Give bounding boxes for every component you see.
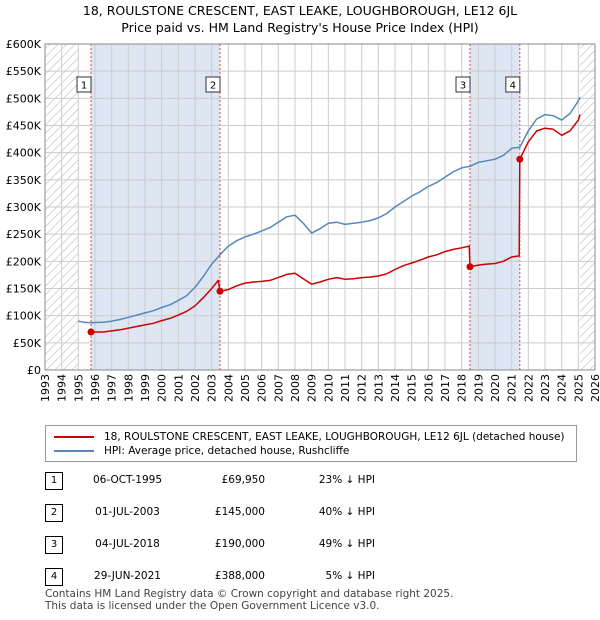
x-tick-label: 2015: [406, 374, 419, 402]
x-tick-label: 2007: [272, 374, 285, 402]
x-tick-label: 2025: [572, 374, 585, 402]
sale-point: [466, 263, 474, 271]
footer-credits: Contains HM Land Registry data © Crown c…: [45, 588, 585, 612]
sale-point: [516, 155, 524, 163]
sale-number-badge: 3: [45, 536, 63, 554]
legend: 18, ROULSTONE CRESCENT, EAST LEAKE, LOUG…: [45, 425, 577, 462]
y-tick-label: £600K: [6, 38, 42, 51]
x-tick-label: 2002: [189, 374, 202, 402]
y-tick-label: £500K: [6, 92, 42, 105]
sale-hpi-diff: 40% ↓ HPI: [318, 506, 375, 518]
x-tick-label: 2013: [372, 374, 385, 402]
x-tick-label: 2004: [222, 374, 235, 402]
sale-number-badge: 2: [45, 504, 63, 522]
legend-swatch-hpi: [54, 450, 94, 452]
sale-row: 3 04-JUL-2018 £190,000 49% ↓ HPI: [45, 536, 465, 554]
x-tick-label: 2019: [472, 374, 485, 402]
sale-price: £145,000: [214, 506, 265, 518]
y-tick-label: £0: [27, 364, 41, 377]
x-tick-label: 1996: [89, 374, 102, 402]
sale-price: £190,000: [214, 538, 265, 550]
property-price-line: [91, 114, 581, 333]
legend-item-hpi: HPI: Average price, detached house, Rush…: [54, 444, 349, 458]
sale-date: 04-JUL-2018: [95, 538, 160, 550]
sale-hpi-diff: 49% ↓ HPI: [318, 538, 375, 550]
x-tick-label: 2024: [556, 374, 569, 402]
sale-price: £388,000: [214, 570, 265, 582]
y-tick-label: £350K: [6, 174, 42, 187]
legend-item-property: 18, ROULSTONE CRESCENT, EAST LEAKE, LOUG…: [54, 430, 565, 444]
plot-border: [44, 43, 596, 371]
sale-row: 2 01-JUL-2003 £145,000 40% ↓ HPI: [45, 504, 465, 522]
sale-marker-label: 1: [81, 81, 87, 92]
x-tick-label: 1994: [56, 374, 69, 402]
sale-row: 4 29-JUN-2021 £388,000 5% ↓ HPI: [45, 568, 465, 586]
sale-number-badge: 4: [45, 568, 63, 586]
x-tick-label: 2021: [506, 374, 519, 402]
x-tick-label: 2000: [156, 374, 169, 402]
title-line-2: Price paid vs. HM Land Registry's House …: [121, 20, 479, 35]
title-line-1: 18, ROULSTONE CRESCENT, EAST LEAKE, LOUG…: [82, 3, 518, 18]
sale-marker-box: [505, 76, 521, 93]
x-tick-label: 2006: [256, 374, 269, 402]
legend-swatch-property: [54, 436, 94, 438]
sale-marker-label: 3: [460, 81, 466, 92]
sale-point: [216, 287, 224, 295]
y-tick-label: £250K: [6, 228, 42, 241]
footer-line-2: This data is licensed under the Open Gov…: [45, 600, 380, 612]
x-tick-label: 2018: [456, 374, 469, 402]
x-tick-label: 2008: [289, 374, 302, 402]
sale-marker-box: [76, 76, 92, 93]
x-tick-label: 2023: [539, 374, 552, 402]
sale-hpi-diff: 23% ↓ HPI: [318, 474, 375, 486]
hpi-line: [78, 96, 581, 324]
y-tick-label: £300K: [6, 201, 42, 214]
x-tick-label: 2001: [172, 374, 185, 402]
y-tick-label: £50K: [13, 337, 42, 350]
sale-date: 06-OCT-1995: [93, 474, 162, 486]
x-tick-label: 2020: [489, 374, 502, 402]
y-tick-label: £400K: [6, 147, 42, 160]
legend-label-hpi: HPI: Average price, detached house, Rush…: [104, 445, 350, 457]
x-tick-label: 2010: [322, 374, 335, 402]
sale-marker-label: 4: [510, 81, 516, 92]
x-tick-label: 2012: [356, 374, 369, 402]
y-tick-label: £450K: [6, 120, 42, 133]
x-tick-label: 2016: [422, 374, 435, 402]
x-tick-label: 2017: [439, 374, 452, 402]
x-tick-label: 2009: [306, 374, 319, 402]
x-tick-label: 2014: [389, 374, 402, 402]
y-tick-label: £150K: [6, 283, 42, 296]
sale-date: 29-JUN-2021: [94, 570, 161, 582]
x-tick-label: 2011: [339, 374, 352, 402]
sale-price: £69,950: [221, 474, 265, 486]
sale-marker-box: [455, 76, 471, 93]
sale-number-badge: 1: [45, 472, 63, 490]
sale-date: 01-JUL-2003: [95, 506, 160, 518]
chart-title: 18, ROULSTONE CRESCENT, EAST LEAKE, LOUG…: [0, 2, 600, 36]
footer-line-1: Contains HM Land Registry data © Crown c…: [45, 588, 454, 600]
x-tick-label: 2026: [589, 374, 600, 402]
x-tick-label: 1993: [39, 374, 52, 402]
y-tick-label: £100K: [6, 310, 42, 323]
sale-point: [87, 328, 95, 336]
legend-label-property: 18, ROULSTONE CRESCENT, EAST LEAKE, LOUG…: [104, 431, 565, 443]
sale-marker-label: 2: [210, 81, 216, 92]
x-tick-label: 1995: [72, 374, 85, 402]
price-chart: 1 2 3 4 £0 £50K £100K £150K £200K £250K £300K £350…: [6, 38, 600, 402]
y-tick-label: £550K: [6, 65, 42, 78]
y-tick-label: £200K: [6, 255, 42, 268]
x-tick-label: 2003: [206, 374, 219, 402]
x-tick-label: 1998: [122, 374, 135, 402]
x-tick-label: 1997: [106, 374, 119, 402]
x-tick-label: 1999: [139, 374, 152, 402]
x-tick-label: 2005: [239, 374, 252, 402]
sale-hpi-diff: 5% ↓ HPI: [325, 570, 375, 582]
sale-row: 1 06-OCT-1995 £69,950 23% ↓ HPI: [45, 472, 465, 490]
sale-marker-box: [205, 76, 221, 93]
x-tick-label: 2022: [522, 374, 535, 402]
